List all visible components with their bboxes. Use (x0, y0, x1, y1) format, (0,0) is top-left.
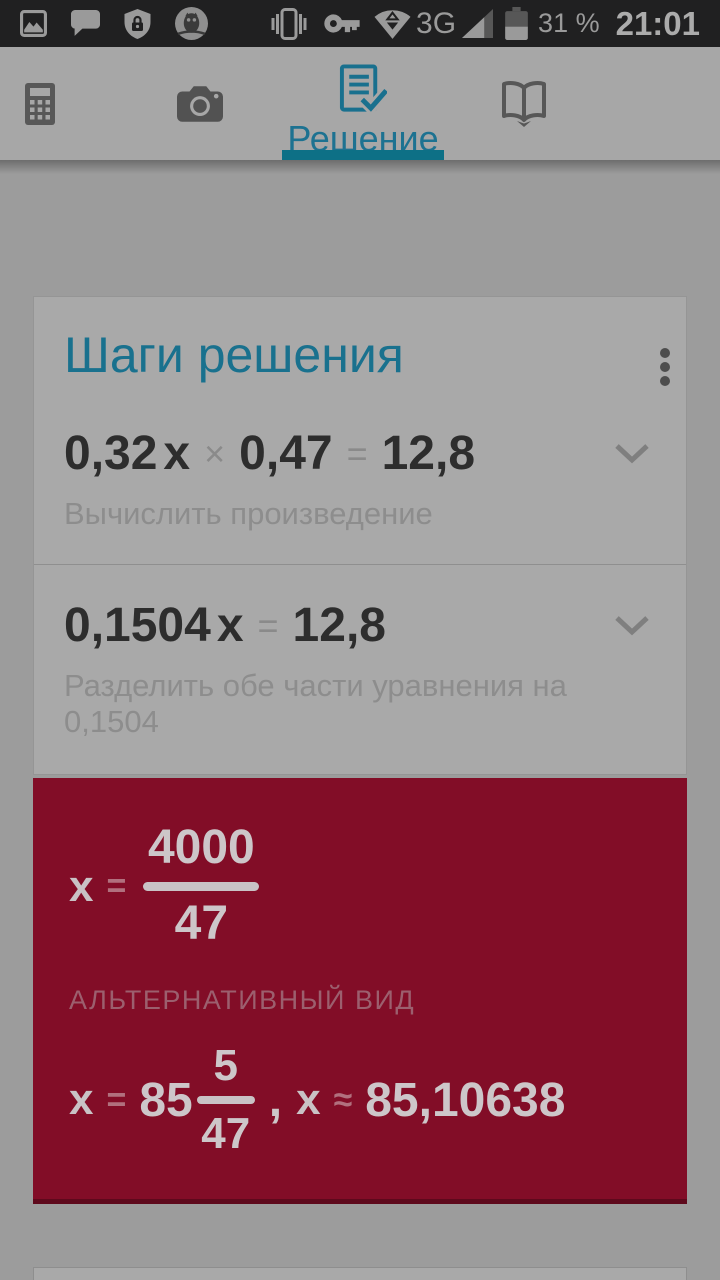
steps-card-title: Шаги решения (64, 327, 404, 383)
owl-avatar (175, 7, 208, 40)
solving-steps-card: Шаги решения 0,32 x × 0,47 = 12,8 Вычисли… (33, 296, 687, 776)
shield-lock-icon (124, 8, 151, 39)
alternative-expression: x = 85 5 47 , x ≈ 85,10638 (69, 1040, 657, 1159)
variable: x (216, 598, 244, 652)
gallery-icon (20, 10, 47, 37)
equals-operator: = (346, 432, 368, 474)
key-icon (324, 14, 360, 33)
separator-comma: , (268, 1073, 283, 1127)
fraction-denominator: 47 (174, 897, 229, 951)
tab-bar-shadow (0, 160, 720, 174)
book-icon (502, 80, 546, 127)
equals-operator: = (257, 605, 279, 647)
mixed-number-fraction: 5 47 (196, 1040, 255, 1159)
next-card-peek[interactable] (33, 1266, 687, 1280)
expand-step-button[interactable] (614, 615, 650, 637)
equals-operator: = (106, 1080, 127, 1119)
network-type-label: 3G (416, 6, 457, 40)
result-variable: x (296, 1075, 321, 1125)
notification-icons (20, 7, 208, 40)
fraction-numerator: 5 (213, 1040, 238, 1090)
overflow-dot (660, 362, 670, 372)
result-card: x = 4000 47 АЛЬТЕРНАТИВНЫЙ ВИД x = 85 5 … (33, 778, 687, 1204)
solution-step-row[interactable]: 0,1504 x = 12,8 Разделить обе части уравн… (34, 598, 686, 774)
rhs-value: 12,8 (292, 598, 386, 652)
variable: x (163, 426, 191, 480)
alternative-form-label: АЛЬТЕРНАТИВНЫЙ ВИД (69, 984, 416, 1015)
system-status-icons: 3G 31 % 21:01 (271, 5, 700, 43)
fraction-denominator: 47 (201, 1109, 251, 1159)
camera-icon (177, 85, 223, 122)
chevron-down-icon (615, 616, 649, 636)
battery-icon (505, 7, 528, 40)
times-operator: × (204, 432, 226, 474)
coefficient: 0,1504 (64, 598, 211, 652)
tab-book[interactable] (444, 47, 604, 160)
result-variable: x (69, 861, 94, 911)
fraction-bar (196, 1096, 255, 1105)
expand-step-button[interactable] (614, 443, 650, 465)
solution-content: Шаги решения 0,32 x × 0,47 = 12,8 Вычисли… (0, 296, 720, 1280)
signal-icon (462, 9, 494, 38)
chevron-down-icon (615, 443, 649, 464)
tab-solution[interactable]: Решение (282, 47, 444, 160)
fraction-bar (143, 882, 260, 892)
solution-step-row[interactable]: 0,32 x × 0,47 = 12,8 Вычислить произведен… (34, 426, 686, 565)
step-equation: 0,1504 x = 12,8 (64, 598, 650, 652)
fraction-numerator: 4000 (147, 821, 255, 875)
coefficient: 0,32 (64, 426, 158, 480)
vibrate-icon (271, 7, 307, 40)
calculator-icon (25, 82, 55, 125)
active-tab-indicator (282, 150, 444, 160)
overflow-dot (660, 348, 670, 358)
chat-icon (71, 10, 100, 36)
battery-percent-label: 31 % (538, 8, 600, 38)
tab-camera[interactable] (118, 47, 282, 160)
overflow-menu-button[interactable] (656, 344, 674, 390)
result-fraction: 4000 47 (143, 821, 260, 951)
solution-steps-icon (339, 64, 387, 115)
rhs-value: 12,8 (381, 426, 476, 480)
wifi-icon (374, 10, 411, 39)
decimal-approximation: 85,10638 (365, 1073, 566, 1127)
overflow-dot (660, 376, 670, 386)
result-expression: x = 4000 47 (69, 821, 657, 951)
tab-calculator[interactable] (0, 47, 80, 160)
result-variable: x (69, 1075, 94, 1125)
factor: 0,47 (239, 426, 333, 480)
tab-bar: Решение (0, 47, 720, 160)
step-equation: 0,32 x × 0,47 = 12,8 (64, 426, 650, 480)
step-description: Вычислить произведение (64, 495, 433, 531)
step-description: Разделить обе части уравнения на 0,1504 (64, 668, 567, 740)
mixed-number-whole: 85 (139, 1073, 193, 1127)
equals-operator: = (106, 867, 127, 906)
clock-label: 21:01 (615, 4, 700, 42)
status-bar: 3G 31 % 21:01 (0, 0, 720, 47)
approx-operator: ≈ (333, 1080, 353, 1119)
